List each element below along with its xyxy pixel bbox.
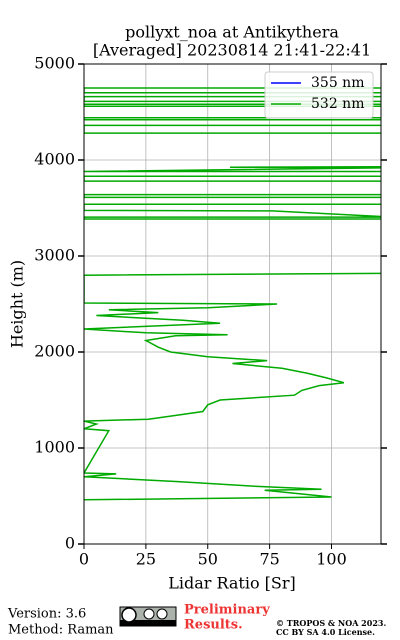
legend-label: 532 nm xyxy=(311,96,364,112)
chart-subtitle: [Averaged] 20230814 21:41-22:41 xyxy=(93,41,371,60)
license: CC BY SA 4.0 License. xyxy=(276,627,375,637)
cc-logo xyxy=(119,606,177,627)
profile-line xyxy=(84,87,381,501)
plot-frame xyxy=(83,63,382,545)
x-tick-label: 100 xyxy=(316,550,347,569)
x-tick-label: 75 xyxy=(259,550,279,569)
x-tick-label: 25 xyxy=(136,550,156,569)
y-axis-label: Height (m) xyxy=(8,260,27,348)
x-axis-label: Lidar Ratio [Sr] xyxy=(168,574,296,593)
y-tick-label: 5000 xyxy=(34,54,75,73)
legend: 355 nm 532 nm xyxy=(264,71,374,119)
version: Version: 3.6 xyxy=(7,607,86,622)
copyright: © TROPOS & NOA 2023. xyxy=(276,618,386,628)
results: Results. xyxy=(184,618,243,633)
plot-lines xyxy=(84,87,381,501)
legend-label: 355 nm xyxy=(311,75,364,91)
x-tick-label: 50 xyxy=(198,550,218,569)
y-tick-label: 3000 xyxy=(34,246,75,265)
y-tick-label: 1000 xyxy=(34,438,75,457)
y-tick-label: 4000 xyxy=(34,150,75,169)
x-tick-label: 0 xyxy=(79,550,89,569)
y-tick-label: 2000 xyxy=(34,342,75,361)
y-tick-label: 0 xyxy=(65,534,75,553)
chart-title: pollyxt_noa at Antikythera xyxy=(125,23,339,42)
preliminary: Preliminary xyxy=(184,603,270,618)
method: Method: Raman xyxy=(8,623,114,638)
